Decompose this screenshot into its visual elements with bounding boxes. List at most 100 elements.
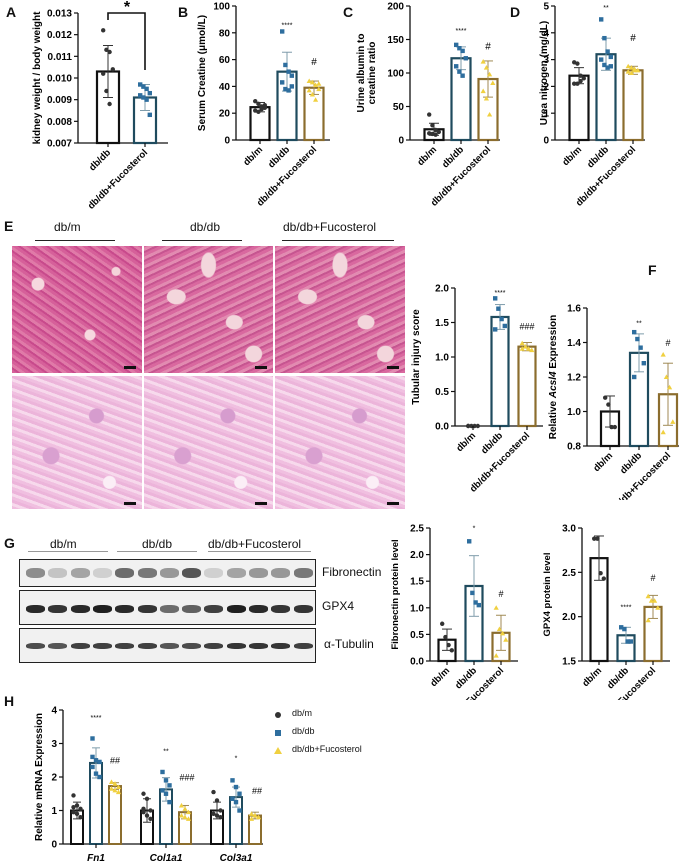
svg-text:Urea nitrogen (mg/dL): Urea nitrogen (mg/dL) bbox=[539, 21, 550, 125]
panel-letter-h: H bbox=[4, 693, 15, 709]
blot-group-label-dbdb: db/db bbox=[142, 537, 173, 551]
svg-text:1.0: 1.0 bbox=[435, 353, 449, 364]
blot-band bbox=[226, 605, 246, 613]
svg-text:creatine ratio: creatine ratio bbox=[367, 42, 378, 105]
svg-text:3.0: 3.0 bbox=[562, 524, 576, 535]
panel-letter-a: A bbox=[6, 4, 17, 20]
svg-text:****: **** bbox=[456, 28, 467, 35]
chart-fibronectin-protein: 0.0 0.5 1.0 1.5 2.0 2.5 Fibronectin protein le… bbox=[390, 524, 518, 700]
svg-text:**: ** bbox=[163, 749, 169, 756]
histo-group-label-dbdb: db/db bbox=[190, 220, 221, 234]
blot-band bbox=[204, 605, 224, 613]
svg-text:1.5: 1.5 bbox=[435, 318, 449, 329]
svg-text:1.4: 1.4 bbox=[567, 338, 581, 349]
svg-text:#: # bbox=[630, 33, 636, 44]
blot-band bbox=[271, 568, 291, 578]
svg-text:3: 3 bbox=[543, 55, 549, 66]
svg-text:db/m: db/m bbox=[591, 450, 615, 474]
svg-text:2.5: 2.5 bbox=[562, 568, 576, 579]
scale-bar bbox=[124, 502, 136, 505]
blot-fibronectin bbox=[19, 559, 316, 587]
svg-text:Fn1: Fn1 bbox=[87, 853, 105, 861]
svg-text:*: * bbox=[235, 755, 238, 762]
svg-text:db/db: db/db bbox=[618, 450, 644, 476]
blot-band bbox=[293, 605, 313, 613]
blot-group-line-fuco bbox=[208, 551, 311, 552]
svg-text:1.0: 1.0 bbox=[410, 603, 424, 614]
svg-text:0.012: 0.012 bbox=[47, 30, 72, 41]
blot-band bbox=[226, 643, 246, 649]
scale-bar bbox=[387, 366, 399, 369]
svg-text:0.5: 0.5 bbox=[410, 630, 424, 641]
blot-band bbox=[48, 568, 68, 578]
svg-text:###: ### bbox=[519, 321, 534, 331]
blot-band bbox=[70, 605, 90, 613]
blot-band bbox=[271, 643, 291, 649]
svg-text:2: 2 bbox=[543, 82, 549, 93]
svg-text:Serum Creatine (μmol/L): Serum Creatine (μmol/L) bbox=[197, 15, 208, 131]
svg-text:20: 20 bbox=[219, 109, 231, 120]
svg-text:0.0: 0.0 bbox=[435, 422, 449, 433]
histo-group-label-dbm: db/m bbox=[54, 220, 81, 234]
chart-urine-albumin-creatine: 0 50 100 150 200 Urine albumin to creatine rat… bbox=[356, 2, 500, 209]
blot-band bbox=[249, 605, 268, 613]
svg-text:0.009: 0.009 bbox=[47, 95, 72, 106]
svg-text:****: **** bbox=[91, 715, 102, 722]
blot-band bbox=[204, 643, 224, 649]
svg-text:#: # bbox=[498, 589, 503, 599]
svg-text:Urine albumin to: Urine albumin to bbox=[356, 34, 367, 113]
svg-text:#: # bbox=[485, 42, 491, 53]
blot-band bbox=[159, 605, 179, 613]
svg-text:#: # bbox=[650, 573, 655, 583]
pas-image-dbm bbox=[12, 376, 142, 509]
svg-text:1: 1 bbox=[51, 806, 57, 817]
svg-text:0: 0 bbox=[224, 136, 230, 147]
blot-group-label-fuco: db/db+Fucosterol bbox=[208, 537, 302, 551]
scale-bar bbox=[255, 502, 267, 505]
svg-text:db/m: db/m bbox=[560, 144, 584, 168]
svg-text:db/m: db/m bbox=[428, 665, 452, 689]
blot-band bbox=[204, 568, 224, 578]
svg-text:50: 50 bbox=[393, 102, 405, 113]
blot-band bbox=[293, 568, 313, 578]
svg-text:0.5: 0.5 bbox=[435, 387, 449, 398]
blot-band bbox=[92, 605, 112, 613]
svg-text:##: ## bbox=[110, 756, 120, 766]
svg-text:150: 150 bbox=[387, 35, 404, 46]
svg-text:1.5: 1.5 bbox=[410, 577, 424, 588]
svg-text:200: 200 bbox=[387, 2, 404, 13]
scale-bar bbox=[124, 366, 136, 369]
blot-group-line-dbdb bbox=[117, 551, 197, 552]
chart-mrna-expression: 0 1 2 3 4 Relative mRNA Expression Fn1 Col1a1 Co… bbox=[34, 706, 263, 861]
blot-band bbox=[137, 568, 157, 578]
histo-group-line-dbm bbox=[35, 240, 115, 241]
svg-text:4: 4 bbox=[543, 28, 549, 39]
svg-text:0.008: 0.008 bbox=[47, 117, 72, 128]
he-image-fuco bbox=[275, 246, 405, 373]
svg-text:1.6: 1.6 bbox=[567, 304, 581, 315]
blot-band bbox=[48, 643, 68, 649]
svg-text:0: 0 bbox=[543, 136, 549, 147]
svg-text:db/db: db/db bbox=[87, 147, 113, 173]
blot-band bbox=[182, 605, 202, 613]
svg-text:0.007: 0.007 bbox=[47, 139, 72, 150]
blot-band bbox=[92, 568, 112, 578]
svg-text:2.0: 2.0 bbox=[435, 284, 449, 295]
svg-text:80: 80 bbox=[219, 28, 231, 39]
blot-band bbox=[293, 643, 313, 649]
blot-group-label-dbm: db/m bbox=[50, 537, 77, 551]
panel-letter-d: D bbox=[510, 4, 521, 20]
svg-text:3: 3 bbox=[51, 739, 57, 750]
svg-text:2.0: 2.0 bbox=[410, 550, 424, 561]
panel-letter-b: B bbox=[178, 4, 189, 20]
svg-text:1.0: 1.0 bbox=[567, 407, 581, 418]
blot-band bbox=[137, 605, 157, 613]
pas-image-dbdb bbox=[144, 376, 273, 509]
svg-text:db/m: db/m bbox=[241, 144, 265, 168]
histo-group-label-fuco: db/db+Fucosterol bbox=[283, 220, 377, 234]
blot-band bbox=[70, 568, 90, 578]
